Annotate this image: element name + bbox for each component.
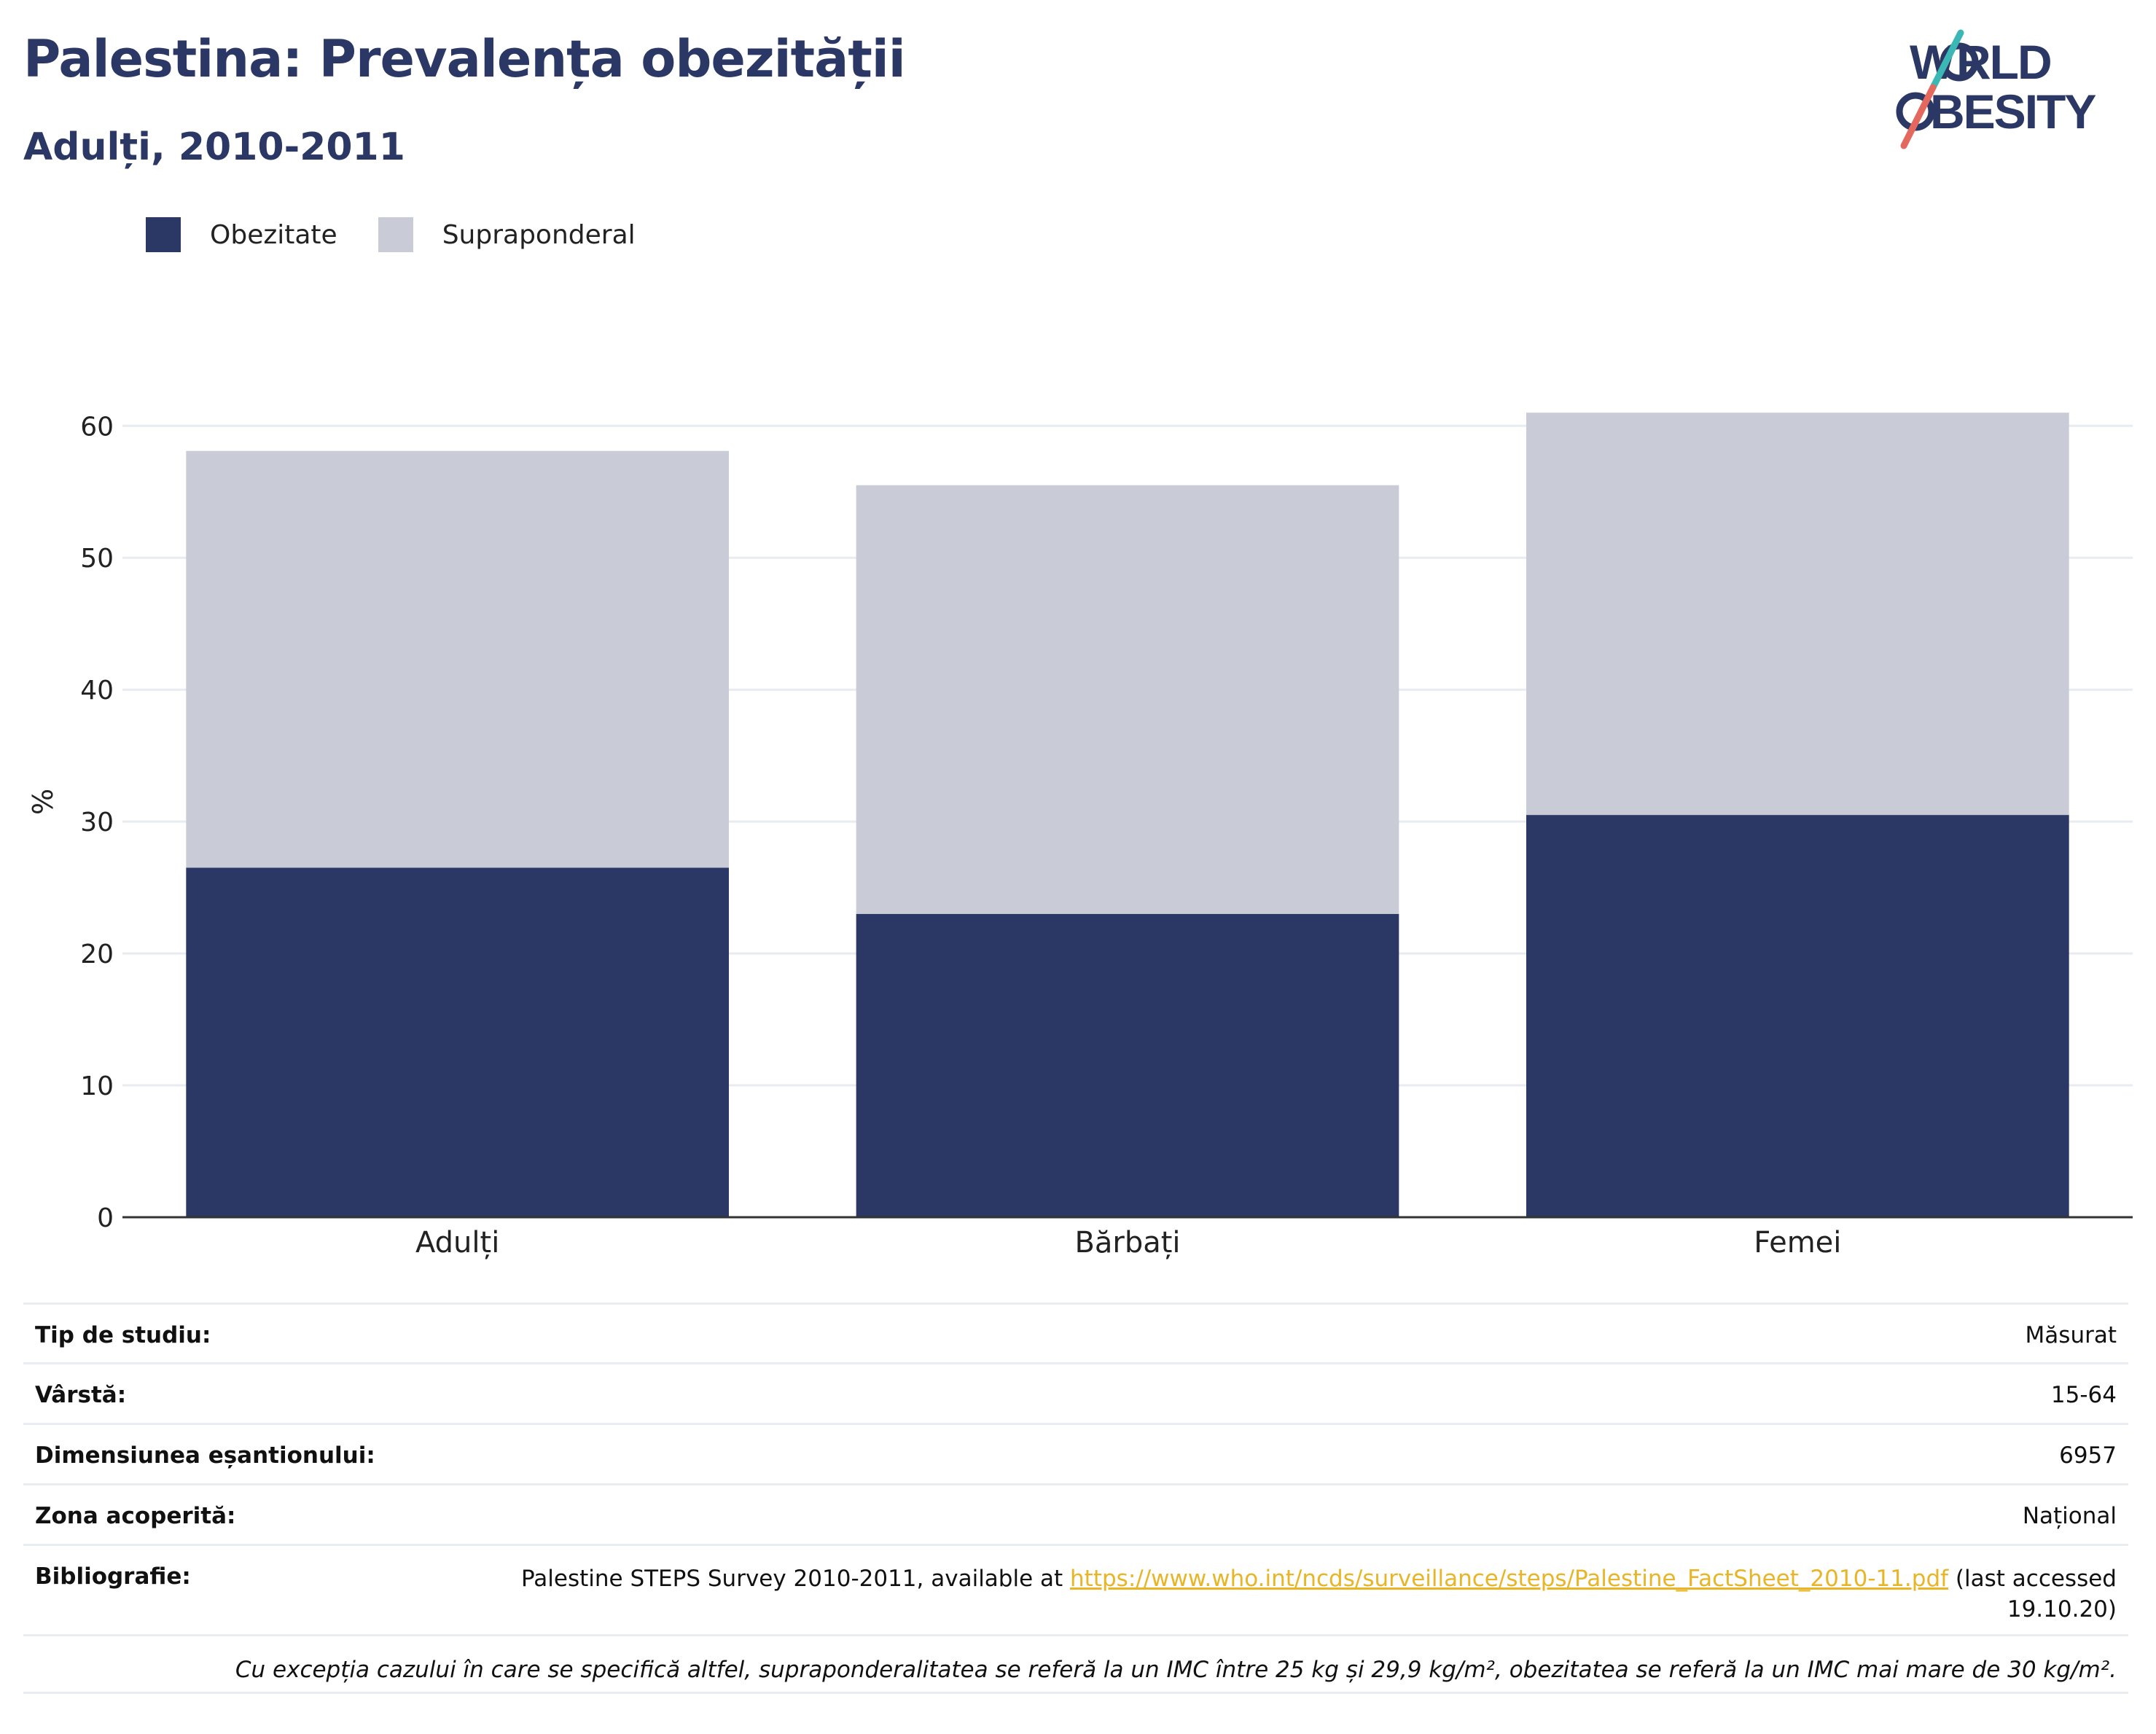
legend-swatch-supraponderal xyxy=(378,217,413,252)
bibliography-suffix: (last accessed 19.10.20) xyxy=(1948,1566,2117,1622)
y-tick-label: 0 xyxy=(97,1203,114,1233)
info-label: Dimensiunea eșantionului: xyxy=(35,1442,375,1469)
info-row-sample-size: Dimensiunea eșantionului: 6957 xyxy=(23,1423,2128,1483)
y-tick-label: 10 xyxy=(80,1071,114,1101)
stacked-bar-chart: 0 10 20 30 40 50 60% Adulți Bărbați Femei xyxy=(27,412,2133,1260)
info-row-age: Vârstă: 15-64 xyxy=(23,1362,2128,1423)
definition-note: Cu excepția cazului în care se specifică… xyxy=(23,1634,2128,1694)
world-obesity-logo: W RLD BESITY xyxy=(1896,29,2097,149)
info-row-study-type: Tip de studiu: Măsurat xyxy=(23,1303,2128,1362)
y-axis-label: % xyxy=(27,789,59,815)
info-value: Național xyxy=(2022,1503,2117,1529)
legend-item-supraponderal[interactable]: Supraponderal xyxy=(378,217,636,252)
legend-item-obezitate[interactable]: Obezitate xyxy=(146,217,337,252)
svg-text:BESITY: BESITY xyxy=(1930,85,2096,138)
bar-supraponderal-1 xyxy=(186,450,729,868)
info-label: Bibliografie: xyxy=(35,1563,191,1590)
info-row-area: Zona acoperită: Național xyxy=(23,1483,2128,1544)
study-info-table: Tip de studiu: Măsurat Vârstă: 15-64 Dim… xyxy=(23,1303,2128,1694)
bar-supraponderal-2 xyxy=(856,485,1399,914)
x-tick-label: Bărbați xyxy=(1074,1226,1180,1260)
bar-obezitate-2 xyxy=(856,913,1399,1217)
legend-swatch-obezitate xyxy=(146,217,181,252)
bibliography-text: Palestine STEPS Survey 2010-2011, availa… xyxy=(513,1563,2117,1625)
y-tick-label: 50 xyxy=(80,544,114,574)
y-tick-label: 20 xyxy=(80,940,114,969)
info-value: 6957 xyxy=(2059,1442,2117,1469)
bibliography-prefix: Palestine STEPS Survey 2010-2011, availa… xyxy=(520,1566,1071,1592)
legend-label-supraponderal: Supraponderal xyxy=(442,219,636,250)
info-value: 15-64 xyxy=(2050,1382,2117,1408)
chart-legend: Obezitate Supraponderal xyxy=(146,217,676,252)
info-label: Tip de studiu: xyxy=(35,1322,211,1348)
bar-obezitate-3 xyxy=(1526,815,2069,1217)
info-row-bibliography: Bibliografie: Palestine STEPS Survey 201… xyxy=(23,1544,2128,1634)
chart-subtitle: Adulți, 2010-2011 xyxy=(23,125,405,169)
svg-text:RLD: RLD xyxy=(1956,35,2051,89)
bar-obezitate-1 xyxy=(186,867,729,1217)
x-tick-label: Adulți xyxy=(415,1226,499,1260)
legend-label-obezitate: Obezitate xyxy=(210,219,337,250)
y-tick-label: 40 xyxy=(80,676,114,706)
y-tick-label: 30 xyxy=(80,808,114,837)
info-value: Măsurat xyxy=(2025,1322,2117,1348)
x-tick-label: Femei xyxy=(1754,1226,1841,1260)
y-tick-label: 60 xyxy=(80,412,114,442)
bibliography-link[interactable]: https://www.who.int/ncds/surveillance/st… xyxy=(1070,1566,1949,1592)
bar-supraponderal-3 xyxy=(1526,413,2069,816)
chart-title: Palestina: Prevalența obezității xyxy=(23,29,906,89)
info-label: Zona acoperită: xyxy=(35,1503,236,1529)
info-label: Vârstă: xyxy=(35,1382,127,1408)
